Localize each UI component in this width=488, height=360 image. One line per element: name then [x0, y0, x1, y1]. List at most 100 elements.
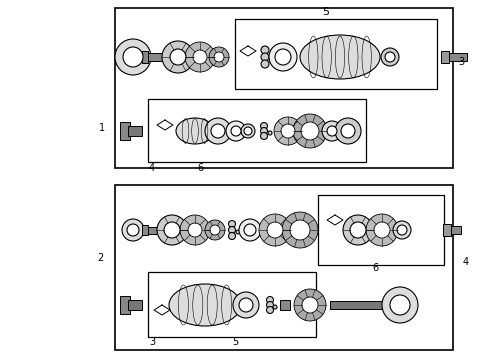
Bar: [442, 224, 450, 236]
Circle shape: [292, 114, 326, 148]
Circle shape: [301, 122, 318, 140]
Circle shape: [274, 49, 290, 65]
Circle shape: [326, 126, 336, 136]
Circle shape: [187, 223, 202, 237]
Ellipse shape: [299, 35, 379, 79]
Circle shape: [204, 118, 230, 144]
Polygon shape: [157, 120, 173, 130]
Bar: [148, 99, 365, 162]
Circle shape: [392, 221, 410, 239]
Circle shape: [162, 41, 194, 73]
Circle shape: [342, 215, 372, 245]
Circle shape: [266, 297, 273, 303]
Text: 6: 6: [371, 263, 377, 273]
Bar: [142, 225, 148, 235]
Circle shape: [261, 46, 268, 54]
Circle shape: [239, 298, 252, 312]
Bar: [148, 226, 162, 234]
Bar: [115, 185, 452, 350]
Bar: [120, 122, 130, 140]
Circle shape: [115, 39, 151, 75]
Circle shape: [261, 60, 268, 68]
Circle shape: [260, 132, 267, 139]
Bar: [120, 296, 130, 314]
Circle shape: [232, 292, 259, 318]
Text: 3: 3: [149, 337, 155, 347]
Circle shape: [389, 295, 409, 315]
Circle shape: [334, 118, 360, 144]
Circle shape: [272, 305, 276, 309]
Text: 5: 5: [322, 7, 329, 17]
Circle shape: [180, 215, 209, 245]
Circle shape: [236, 230, 240, 234]
Polygon shape: [154, 305, 170, 315]
Bar: [280, 300, 289, 310]
Circle shape: [157, 215, 186, 245]
Circle shape: [239, 219, 261, 241]
Circle shape: [208, 47, 228, 67]
Circle shape: [349, 222, 365, 238]
Circle shape: [244, 127, 251, 135]
Circle shape: [163, 222, 180, 238]
Circle shape: [244, 224, 256, 236]
Bar: [446, 226, 460, 234]
Bar: [317, 195, 443, 265]
Bar: [128, 126, 142, 136]
Ellipse shape: [169, 284, 241, 326]
Circle shape: [261, 53, 268, 61]
Circle shape: [267, 131, 271, 135]
Circle shape: [209, 225, 220, 235]
Circle shape: [225, 121, 245, 141]
Bar: [142, 51, 148, 63]
Circle shape: [228, 220, 235, 228]
Circle shape: [204, 220, 224, 240]
Polygon shape: [240, 46, 256, 56]
Circle shape: [289, 220, 309, 240]
Circle shape: [241, 124, 254, 138]
Circle shape: [228, 226, 235, 234]
Circle shape: [340, 124, 354, 138]
Text: 1: 1: [99, 123, 105, 133]
Bar: [444, 53, 466, 61]
Bar: [128, 300, 142, 310]
Text: 2: 2: [97, 253, 103, 263]
Circle shape: [214, 52, 224, 62]
Polygon shape: [326, 215, 342, 225]
Circle shape: [259, 214, 290, 246]
Circle shape: [122, 219, 143, 241]
Circle shape: [281, 124, 294, 138]
Bar: [235, 19, 436, 89]
Circle shape: [302, 297, 317, 313]
Circle shape: [266, 306, 273, 314]
Bar: [115, 8, 452, 168]
Ellipse shape: [176, 118, 214, 144]
Circle shape: [373, 222, 389, 238]
Circle shape: [127, 224, 139, 236]
Circle shape: [293, 289, 325, 321]
Circle shape: [260, 127, 267, 135]
Circle shape: [365, 214, 397, 246]
Bar: [148, 53, 163, 61]
Bar: [148, 272, 315, 337]
Text: 4: 4: [462, 257, 468, 267]
Bar: [329, 301, 384, 309]
Circle shape: [266, 222, 283, 238]
Circle shape: [123, 47, 142, 67]
Text: 4: 4: [149, 163, 155, 173]
Circle shape: [260, 122, 267, 130]
Text: 5: 5: [231, 337, 238, 347]
Circle shape: [396, 225, 406, 235]
Circle shape: [266, 302, 273, 309]
Text: 3: 3: [457, 57, 463, 67]
Circle shape: [380, 48, 398, 66]
Circle shape: [321, 121, 341, 141]
Circle shape: [193, 50, 206, 64]
Circle shape: [184, 42, 215, 72]
Bar: [440, 51, 448, 63]
Circle shape: [384, 52, 394, 62]
Circle shape: [210, 124, 224, 138]
Circle shape: [228, 233, 235, 239]
Text: 6: 6: [197, 163, 203, 173]
Circle shape: [282, 212, 317, 248]
Circle shape: [230, 126, 241, 136]
